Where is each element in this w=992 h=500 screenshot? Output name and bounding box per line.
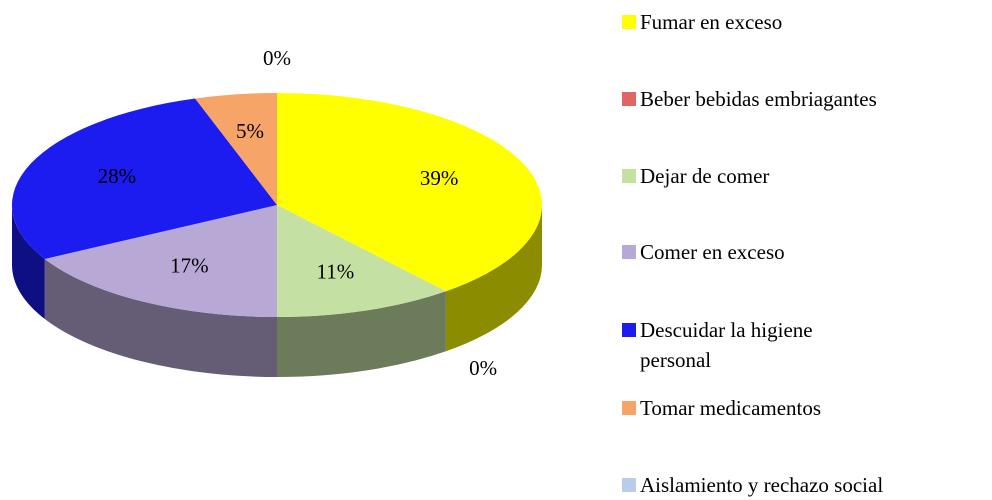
legend-item: Aislamiento y rechazo social	[622, 470, 883, 500]
legend-item: Comer en exceso	[622, 237, 785, 267]
legend-swatch	[622, 92, 636, 106]
data-label: 39%	[420, 166, 459, 190]
slice-side	[44, 258, 277, 377]
slice	[195, 93, 277, 205]
data-label: 11%	[316, 259, 354, 283]
slice	[277, 205, 446, 317]
data-label: 5%	[236, 119, 264, 143]
legend-swatch	[622, 401, 636, 415]
slice	[11, 98, 277, 259]
data-label: 17%	[170, 253, 209, 277]
legend-item: Tomar medicamentos	[622, 393, 821, 423]
legend-label: Dejar de comer	[640, 164, 770, 188]
legend-label: Fumar en exceso	[640, 10, 783, 34]
pie-chart: 39% 0% 11% 17% 28% 5% 0%	[11, 46, 543, 380]
legend-swatch	[622, 323, 636, 337]
slice	[44, 205, 277, 317]
slice	[277, 93, 543, 292]
legend-swatch	[622, 15, 636, 29]
data-label: 28%	[98, 164, 137, 188]
slice-side	[445, 205, 542, 352]
legend-swatch	[622, 245, 636, 259]
legend-label: Descuidar la higiene personal	[640, 318, 813, 372]
slice-side	[11, 205, 45, 319]
legend-item: Descuidar la higiene personal	[622, 315, 852, 375]
legend-swatch	[622, 478, 636, 492]
legend-label: Beber bebidas embriagantes	[640, 87, 877, 111]
legend-swatch	[622, 169, 636, 183]
slice-side	[277, 291, 446, 377]
legend-item: Dejar de comer	[622, 161, 769, 191]
legend-label: Aislamiento y rechazo social	[640, 473, 884, 497]
legend-label: Tomar medicamentos	[640, 396, 822, 420]
legend-item: Beber bebidas embriagantes	[622, 84, 877, 114]
data-label: 0%	[469, 356, 497, 380]
data-label: 0%	[263, 46, 291, 70]
legend-item: Fumar en exceso	[622, 7, 782, 37]
legend-label: Comer en exceso	[640, 240, 785, 264]
